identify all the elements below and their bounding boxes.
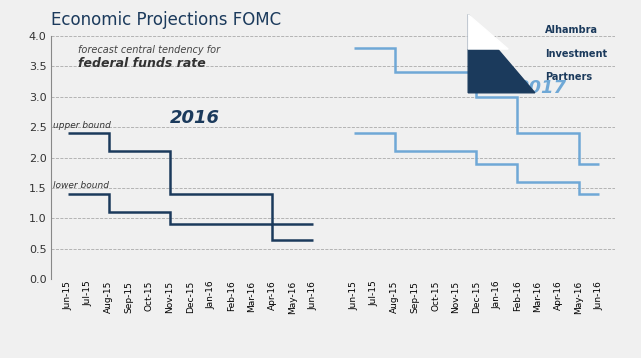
Polygon shape	[468, 15, 508, 49]
Text: upper bound: upper bound	[53, 121, 111, 130]
Text: 2016: 2016	[170, 109, 220, 127]
Polygon shape	[468, 15, 535, 93]
Text: 2017: 2017	[517, 78, 567, 97]
Text: lower bound: lower bound	[53, 182, 110, 190]
Text: Alhambra: Alhambra	[545, 25, 598, 35]
Text: Economic Projections FOMC: Economic Projections FOMC	[51, 11, 281, 29]
Text: forecast central tendency for: forecast central tendency for	[78, 45, 220, 55]
Text: Partners: Partners	[545, 72, 592, 82]
Text: federal funds rate: federal funds rate	[78, 57, 206, 70]
Text: Investment: Investment	[545, 49, 607, 59]
